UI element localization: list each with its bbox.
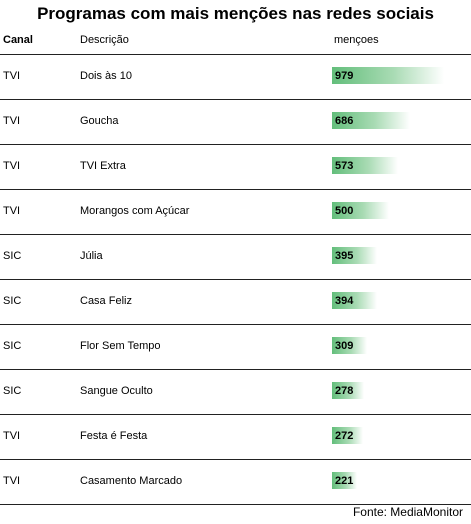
data-bar [332,337,367,354]
cell-descricao: Casamento Marcado [80,475,183,487]
cell-mencoes: 979 [335,70,354,82]
data-bar [332,67,444,84]
data-bar [332,157,398,174]
source-note: Fonte: MediaMonitor [352,505,463,519]
header-divider [0,54,471,55]
data-bar [332,292,377,309]
data-bar [332,382,364,399]
cell-mencoes: 395 [335,250,354,262]
row-divider [0,504,471,505]
cell-descricao: Morangos com Açúcar [80,205,190,217]
row-divider [0,144,471,145]
table-header: Canal Descrição mençoes [0,30,471,55]
table-row: TVI Morangos com Açúcar 500 [0,190,471,235]
data-bar [332,427,363,444]
row-divider [0,459,471,460]
cell-mencoes: 394 [335,295,354,307]
cell-descricao: Dois às 10 [80,70,132,82]
cell-descricao: Festa é Festa [80,430,148,442]
row-divider [0,324,471,325]
cell-canal: SIC [3,340,22,352]
cell-mencoes: 221 [335,475,354,487]
row-divider [0,414,471,415]
data-bar [332,247,377,264]
cell-canal: SIC [3,250,22,262]
cell-mencoes: 278 [335,385,354,397]
table-row: SIC Flor Sem Tempo 309 [0,325,471,370]
header-descricao: Descrição [80,34,129,46]
row-divider [0,279,471,280]
row-divider [0,234,471,235]
cell-canal: SIC [3,385,22,397]
cell-descricao: TVI Extra [80,160,126,172]
cell-mencoes: 686 [335,115,354,127]
table-row: TVI Festa é Festa 272 [0,415,471,460]
header-mencoes: mençoes [334,34,379,46]
table-row: TVI TVI Extra 573 [0,145,471,190]
table-row: TVI Goucha 686 [0,100,471,145]
cell-descricao: Casa Feliz [80,295,132,307]
cell-canal: TVI [3,205,21,217]
row-divider [0,189,471,190]
cell-canal: TVI [3,70,21,82]
row-divider [0,369,471,370]
cell-descricao: Flor Sem Tempo [80,340,161,352]
cell-descricao: Sangue Oculto [80,385,153,397]
cell-descricao: Júlia [80,250,103,262]
table-row: SIC Júlia 395 [0,235,471,280]
cell-descricao: Goucha [80,115,119,127]
data-bar [332,112,410,129]
data-bar [332,472,357,489]
cell-mencoes: 272 [335,430,354,442]
table-row: SIC Casa Feliz 394 [0,280,471,325]
chart-title: Programas com mais menções nas redes soc… [37,4,434,23]
table-row: TVI Casamento Marcado 221 [0,460,471,505]
table-row: SIC Sangue Oculto 278 [0,370,471,415]
cell-canal: TVI [3,430,21,442]
cell-canal: TVI [3,160,21,172]
cell-canal: TVI [3,115,21,127]
cell-mencoes: 309 [335,340,354,352]
cell-canal: SIC [3,295,22,307]
header-canal: Canal [3,34,33,46]
row-divider [0,99,471,100]
cell-canal: TVI [3,475,21,487]
data-bar [332,202,389,219]
cell-mencoes: 500 [335,205,354,217]
table-row: TVI Dois às 10 979 [0,55,471,100]
cell-mencoes: 573 [335,160,354,172]
